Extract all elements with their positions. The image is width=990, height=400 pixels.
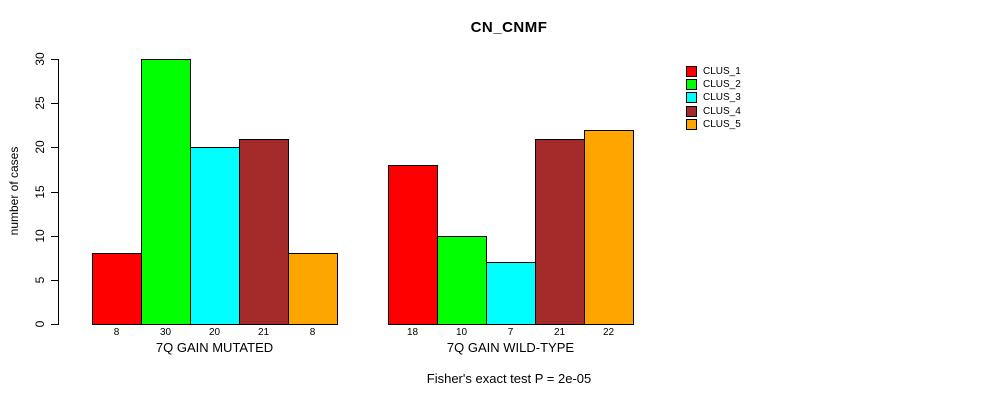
legend-label-clus_5: CLUS_5 (703, 118, 741, 130)
y-axis-line (58, 59, 59, 325)
y-tick-mark (51, 147, 58, 149)
bar-clus_3-1 (190, 147, 240, 325)
bar-value-label: 10 (455, 327, 468, 338)
y-tick-mark (51, 59, 58, 60)
legend-swatch-clus_4 (686, 105, 697, 117)
bar-value-label: 18 (406, 327, 419, 338)
y-tick-label: 25 (33, 96, 47, 110)
bar-clus_2-1 (141, 59, 191, 325)
bar-clus_4-2 (535, 138, 585, 325)
bar-clus_1-1 (92, 253, 142, 325)
bar-value-label: 21 (257, 327, 270, 338)
legend-swatch-clus_5 (686, 118, 697, 130)
y-axis-label: number of cases (7, 146, 21, 236)
legend-label-clus_2: CLUS_2 (703, 79, 741, 91)
legend-swatch-clus_2 (686, 79, 697, 91)
y-tick-label: 30 (33, 52, 47, 66)
legend-label-clus_3: CLUS_3 (703, 92, 741, 104)
bar-value-label: 30 (159, 327, 172, 338)
bar-value-label: 20 (208, 327, 221, 338)
bar-value-label: 7 (507, 327, 514, 338)
y-tick-mark (51, 103, 58, 105)
footer-annotation: Fisher's exact test P = 2e-05 (426, 371, 592, 386)
y-tick-label: 0 (33, 320, 47, 328)
bar-value-label: 8 (309, 327, 316, 338)
legend-label-clus_4: CLUS_4 (703, 105, 741, 117)
y-tick-mark (51, 235, 58, 237)
bar-clus_2-2 (437, 235, 487, 325)
bar-clus_3-2 (486, 262, 536, 325)
legend-swatch-clus_1 (686, 66, 697, 77)
group-label: 7Q GAIN MUTATED (155, 340, 274, 355)
legend-label-clus_1: CLUS_1 (703, 66, 741, 77)
group-label: 7Q GAIN WILD-TYPE (446, 340, 575, 355)
legend-swatch-clus_3 (686, 92, 697, 104)
y-tick-label: 20 (33, 140, 47, 155)
bar-clus_5-1 (288, 253, 338, 325)
y-tick-mark (51, 191, 58, 193)
bar-value-label: 8 (113, 327, 120, 338)
y-tick-label: 5 (33, 276, 47, 284)
bar-clus_4-1 (239, 138, 289, 325)
y-tick-mark (51, 324, 58, 325)
y-tick-label: 10 (33, 228, 47, 243)
y-tick-mark (51, 279, 58, 281)
chart-title: CN_CNMF (470, 19, 548, 36)
bar-value-label: 21 (553, 327, 566, 338)
bar-clus_1-2 (388, 165, 438, 325)
bar-clus_5-2 (584, 129, 634, 325)
y-tick-label: 15 (33, 184, 47, 199)
bar-value-label: 22 (602, 327, 615, 338)
